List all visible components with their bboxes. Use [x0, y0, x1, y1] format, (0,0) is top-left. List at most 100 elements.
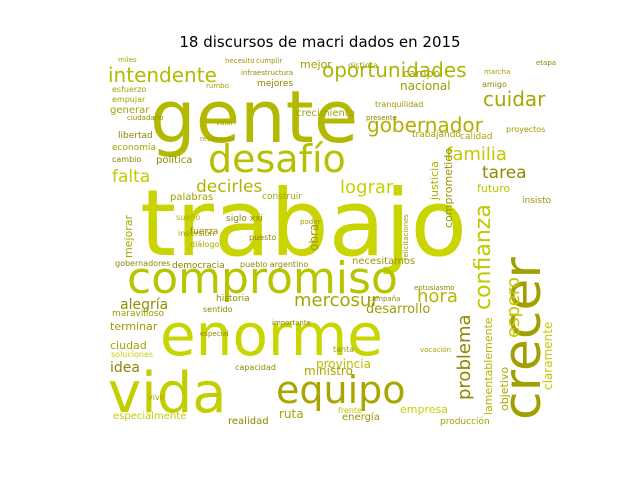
- cloud-word: ciudadano: [127, 114, 163, 122]
- cloud-word: ciudad: [110, 339, 147, 352]
- cloud-word: diálogo: [190, 240, 219, 249]
- cloud-word: sueño: [176, 213, 200, 222]
- cloud-word: confianza: [471, 204, 496, 310]
- cloud-word: marcha: [484, 68, 510, 76]
- cloud-word: hora: [417, 286, 458, 307]
- cloud-word: decirles: [196, 177, 262, 197]
- cloud-word: libertad: [118, 131, 153, 141]
- cloud-word: democracia: [172, 261, 225, 271]
- cloud-word: lamentablemente: [482, 317, 495, 415]
- cloud-word: ruta: [279, 407, 304, 421]
- cloud-word: empujar: [112, 95, 146, 104]
- cloud-word: palabras: [170, 192, 213, 203]
- cloud-word: gente: [150, 75, 358, 159]
- cloud-word: falta: [112, 167, 150, 187]
- cloud-word: compromiso: [127, 253, 398, 304]
- cloud-word: gobernador: [367, 113, 484, 137]
- cloud-word: problema: [454, 314, 475, 400]
- cloud-word: crecimiento: [296, 108, 355, 119]
- cloud-word: alegría: [120, 297, 168, 313]
- cloud-word: infraestructura: [241, 69, 293, 77]
- cloud-word: desarrollo: [366, 302, 430, 317]
- cloud-word: siglo xxi: [226, 214, 263, 224]
- cloud-word: insisto: [522, 196, 552, 206]
- cloud-word: cuidar: [483, 87, 546, 111]
- cloud-word: rumbo: [206, 82, 229, 90]
- cloud-word: lograr: [340, 177, 394, 198]
- cloud-word: vocación: [420, 346, 451, 354]
- cloud-word: mercosur: [294, 290, 379, 311]
- cloud-word: nacional: [400, 79, 451, 93]
- cloud-word: campo: [403, 67, 440, 80]
- cloud-word: importante: [272, 319, 311, 327]
- cloud-word: obra: [307, 224, 321, 251]
- cloud-word: familia: [446, 144, 507, 165]
- cloud-word: vida: [108, 361, 227, 426]
- cloud-word: amigo: [482, 80, 507, 89]
- cloud-word: valor: [216, 119, 234, 127]
- cloud-word: fuerza: [190, 227, 218, 237]
- cloud-word: empresa: [400, 403, 448, 416]
- cloud-word: trabajo: [140, 170, 467, 277]
- cloud-word: especialmente: [113, 411, 186, 422]
- cloud-word: entusiasmo: [414, 284, 455, 292]
- cloud-word: provincia: [316, 357, 371, 371]
- cloud-word: tranquilidad: [375, 100, 423, 109]
- cloud-word: tanta: [333, 345, 354, 354]
- cloud-word: vivir: [148, 393, 166, 402]
- cloud-word: trabajando: [412, 130, 461, 140]
- cloud-word: idea: [110, 360, 140, 376]
- cloud-word: distinta: [348, 61, 378, 70]
- cloud-word: enorme: [160, 301, 383, 369]
- cloud-word: necesitamos: [352, 256, 415, 267]
- cloud-word: poder: [300, 218, 320, 226]
- cloud-word: cambio: [112, 155, 141, 164]
- cloud-word: espero: [503, 277, 524, 338]
- cloud-word: frente: [338, 406, 362, 415]
- cloud-word: oportunidades: [322, 58, 467, 82]
- cloud-word: economía: [112, 143, 156, 153]
- cloud-word: campaña: [368, 295, 400, 303]
- cloud-word: producción: [440, 416, 490, 427]
- cloud-word: mejorar: [122, 214, 135, 258]
- cloud-word: equipo: [276, 368, 406, 412]
- cloud-word: generar: [110, 105, 150, 116]
- cloud-word: felicitaciones: [402, 214, 410, 260]
- cloud-word: necesito: [225, 57, 255, 65]
- cloud-word: proyectos: [506, 125, 545, 134]
- cloud-word: etapa: [536, 59, 556, 67]
- cloud-word: presente: [366, 114, 397, 122]
- cloud-word: ministro: [304, 364, 353, 378]
- chart-title: 18 discursos de macri dados en 2015: [179, 33, 461, 51]
- cloud-word: miles: [118, 56, 137, 64]
- cloud-word: mejor: [300, 58, 332, 71]
- cloud-word: reconocer: [200, 135, 235, 143]
- cloud-word: comprometido: [442, 148, 455, 228]
- cloud-word: cumplir: [256, 57, 282, 65]
- cloud-word: claramente: [541, 322, 555, 390]
- cloud-word: terminar: [110, 320, 158, 333]
- cloud-word: gobernadores: [115, 259, 170, 268]
- cloud-word: construir: [262, 192, 302, 202]
- cloud-word: desafío: [208, 137, 346, 181]
- cloud-word: soluciones: [111, 350, 153, 359]
- cloud-word: puesto: [249, 233, 276, 242]
- cloud-word: sentido: [203, 305, 233, 314]
- cloud-word: maravilloso: [112, 309, 165, 319]
- cloud-word: intendente: [108, 63, 217, 87]
- cloud-word: energía: [342, 411, 380, 423]
- cloud-word: inversión: [178, 228, 215, 238]
- cloud-word: objetivo: [498, 367, 511, 411]
- cloud-word: historia: [216, 294, 250, 304]
- cloud-word: pueblo argentino: [240, 260, 308, 269]
- cloud-word: futuro: [477, 182, 510, 195]
- cloud-word: realidad: [228, 416, 269, 427]
- cloud-word: crecer: [493, 257, 553, 420]
- cloud-word: especial: [200, 330, 229, 338]
- cloud-word: mejores: [257, 79, 293, 89]
- cloud-word: justicia: [428, 161, 441, 201]
- cloud-word: esfuerzo: [112, 85, 146, 94]
- cloud-word: capacidad: [235, 363, 276, 372]
- cloud-word: calidad: [460, 132, 492, 142]
